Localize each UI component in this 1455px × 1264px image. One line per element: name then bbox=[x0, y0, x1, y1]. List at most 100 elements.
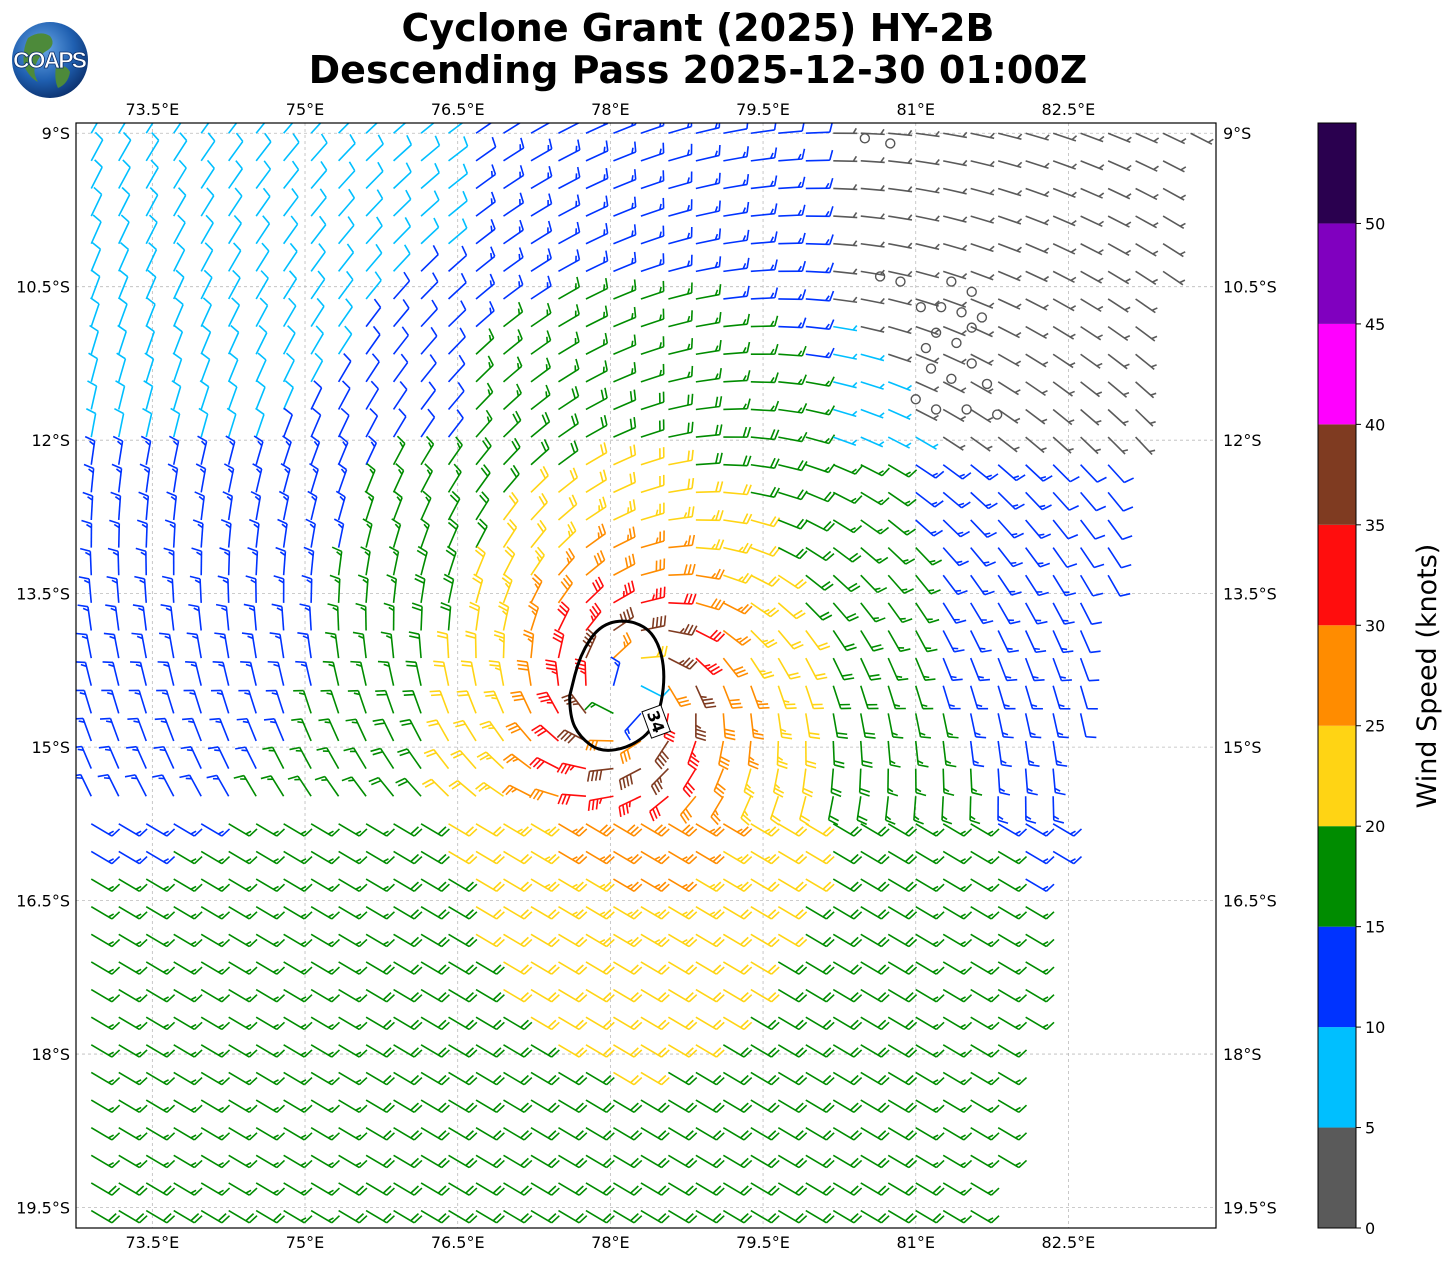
wind-barb bbox=[118, 906, 148, 920]
wind-barb bbox=[365, 325, 381, 355]
wind-barb bbox=[1080, 464, 1107, 483]
wind-barb bbox=[173, 988, 203, 1003]
wind-barb bbox=[310, 961, 341, 975]
wind-barb bbox=[337, 298, 353, 328]
wind-barb bbox=[238, 689, 257, 714]
wind-barb bbox=[997, 1154, 1028, 1169]
wind-barb bbox=[805, 149, 834, 162]
wind-barb bbox=[750, 961, 780, 975]
wind-barb bbox=[420, 299, 439, 328]
wind-barb bbox=[805, 405, 836, 416]
wind-barb bbox=[915, 519, 943, 537]
wind-barb bbox=[942, 657, 963, 682]
wind-barb bbox=[1135, 381, 1157, 399]
wind-barb bbox=[530, 248, 552, 273]
wind-barb bbox=[453, 719, 477, 742]
wind-barb bbox=[157, 661, 175, 686]
wind-barb bbox=[640, 123, 665, 134]
wind-barb bbox=[365, 988, 395, 1003]
wind-barb bbox=[613, 362, 637, 383]
wind-barb bbox=[640, 170, 665, 190]
wind-barb bbox=[325, 631, 340, 659]
wind-barb bbox=[1107, 408, 1129, 427]
wind-barb bbox=[82, 491, 94, 521]
wind-barb bbox=[530, 988, 560, 1003]
wind-barb bbox=[832, 546, 862, 563]
wind-barb bbox=[805, 1044, 835, 1058]
wind-barb bbox=[650, 768, 669, 796]
wind-barb bbox=[1107, 574, 1131, 597]
wind-barb bbox=[970, 187, 995, 196]
wind-barb bbox=[1107, 215, 1132, 228]
wind-barb bbox=[943, 187, 968, 195]
wind-barb bbox=[503, 1044, 533, 1058]
wind-barb bbox=[805, 1154, 835, 1169]
wind-barb bbox=[777, 961, 808, 975]
wind-barb bbox=[585, 1154, 615, 1169]
wind-barb bbox=[777, 713, 793, 740]
wind-barb bbox=[997, 630, 1019, 653]
wind-barb bbox=[613, 961, 643, 975]
wind-barb bbox=[723, 455, 752, 467]
wind-barb bbox=[228, 1099, 258, 1113]
wind-barb bbox=[860, 1071, 890, 1086]
wind-barb bbox=[1079, 630, 1101, 654]
wind-barb bbox=[1025, 160, 1050, 170]
wind-barb bbox=[475, 823, 505, 837]
wind-barb bbox=[502, 356, 523, 383]
wind-barb bbox=[970, 933, 1000, 948]
wind-barb bbox=[668, 310, 693, 328]
wind-barb bbox=[228, 160, 244, 189]
wind-barb bbox=[283, 850, 313, 865]
wind-barb bbox=[667, 1127, 698, 1141]
wind-barb bbox=[777, 878, 808, 892]
wind-barb bbox=[228, 1016, 258, 1031]
wind-barb bbox=[310, 380, 323, 410]
wind-barb bbox=[668, 563, 696, 577]
wind-barb bbox=[173, 1154, 203, 1169]
wind-barb bbox=[970, 988, 1000, 1003]
wind-barb bbox=[640, 1099, 670, 1113]
wind-barb bbox=[942, 768, 955, 797]
coaps-logo: COAPS bbox=[12, 22, 88, 98]
wind-barb bbox=[777, 1044, 808, 1058]
wind-barb bbox=[172, 352, 183, 383]
wind-barb bbox=[393, 134, 413, 162]
wind-barb bbox=[613, 334, 637, 355]
wind-barb bbox=[448, 163, 469, 190]
wind-barb bbox=[942, 685, 961, 710]
wind-barb bbox=[282, 435, 292, 465]
wind-barb bbox=[282, 380, 294, 410]
wind-barb bbox=[624, 712, 642, 741]
wind-barb bbox=[145, 242, 158, 272]
wind-barb bbox=[253, 435, 264, 465]
wind-barb bbox=[1052, 325, 1076, 340]
wind-barb bbox=[1052, 464, 1080, 483]
calm-marker bbox=[956, 307, 967, 318]
wind-barb bbox=[255, 823, 286, 837]
wind-barb bbox=[314, 775, 340, 797]
wind-barb bbox=[200, 242, 214, 272]
wind-barb bbox=[640, 850, 670, 865]
wind-barb bbox=[668, 393, 694, 411]
wind-barb bbox=[970, 878, 1000, 892]
wind-barb bbox=[90, 1154, 121, 1169]
lat-tick-label-left: 12°S bbox=[31, 431, 70, 450]
wind-barb bbox=[778, 460, 808, 472]
wind-barb bbox=[997, 132, 1023, 140]
wind-barb bbox=[941, 796, 953, 825]
wind-barb bbox=[283, 823, 313, 837]
wind-barb bbox=[860, 297, 885, 305]
wind-barb bbox=[309, 462, 319, 493]
wind-barb bbox=[255, 988, 286, 1003]
latitude-ticks: 9°S 9°S10.5°S 10.5°S12°S 12°S13.5°S 13.5°S15… bbox=[16, 124, 1277, 1217]
wind-barb bbox=[90, 123, 99, 134]
wind-barb bbox=[483, 690, 505, 714]
wind-barb bbox=[220, 519, 232, 548]
wind-barb bbox=[447, 518, 459, 548]
wind-barb bbox=[860, 574, 888, 594]
wind-barb bbox=[613, 1071, 643, 1086]
wind-barb bbox=[997, 602, 1021, 625]
wind-barb bbox=[997, 436, 1020, 453]
